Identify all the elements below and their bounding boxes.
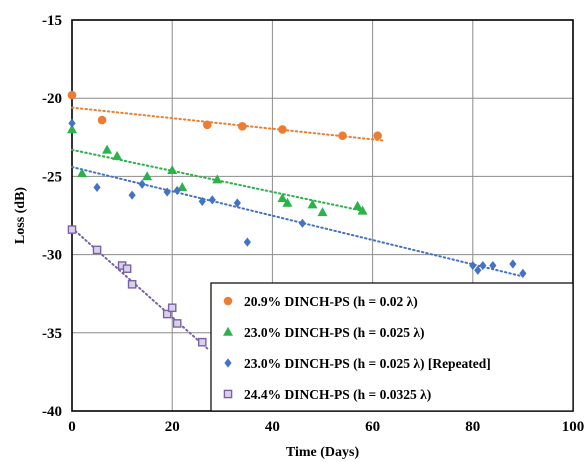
x-axis-label: Time (Days) bbox=[286, 445, 360, 460]
data-point-series-3 bbox=[93, 182, 101, 192]
data-point-series-1 bbox=[238, 122, 247, 131]
data-point-series-4 bbox=[122, 264, 132, 273]
data-point-series-3 bbox=[128, 190, 136, 200]
y-tick-label: -20 bbox=[42, 91, 62, 107]
legend-marker-series-3 bbox=[224, 358, 232, 368]
data-point-series-3 bbox=[198, 196, 206, 207]
data-points bbox=[67, 90, 527, 347]
data-point-series-3 bbox=[474, 265, 482, 275]
y-tick-label: -25 bbox=[42, 169, 62, 185]
x-tick-label: 80 bbox=[465, 419, 480, 435]
data-point-series-1 bbox=[278, 125, 287, 134]
data-point-series-2 bbox=[67, 124, 77, 134]
data-point-series-3 bbox=[68, 118, 76, 128]
data-point-series-2 bbox=[277, 193, 288, 203]
y-tick-label: -15 bbox=[42, 13, 62, 29]
data-point-series-3 bbox=[163, 187, 171, 197]
trendline-series-1 bbox=[71, 106, 384, 142]
legend-label-series-2: 23.0% DINCH-PS (h = 0.025 λ) bbox=[244, 325, 424, 340]
data-point-series-2 bbox=[102, 144, 113, 154]
data-point-series-1 bbox=[373, 131, 382, 141]
y-axis-label: Loss (dB) bbox=[13, 187, 28, 245]
legend-marker-series-4 bbox=[223, 389, 233, 399]
x-tick-label: 100 bbox=[562, 419, 585, 435]
trendline-series-3 bbox=[71, 166, 524, 278]
data-point-series-3 bbox=[489, 260, 497, 271]
data-point-series-4 bbox=[92, 245, 102, 255]
x-tick-label: 40 bbox=[265, 419, 280, 435]
data-point-series-2 bbox=[112, 150, 123, 160]
data-point-series-2 bbox=[77, 168, 88, 178]
legend-marker-series-1 bbox=[223, 296, 233, 306]
data-point-series-2 bbox=[282, 197, 293, 207]
x-tick-label: 20 bbox=[165, 419, 180, 435]
data-point-series-2 bbox=[352, 200, 363, 210]
data-point-series-3 bbox=[233, 198, 241, 208]
data-point-series-1 bbox=[338, 131, 347, 141]
data-point-series-3 bbox=[138, 179, 146, 189]
data-point-series-4 bbox=[197, 337, 207, 347]
data-point-series-3 bbox=[298, 218, 307, 228]
x-tick-label: 0 bbox=[68, 419, 76, 435]
data-point-series-3 bbox=[519, 268, 527, 278]
legend-box bbox=[210, 282, 574, 412]
legend-label-series-1: 20.9% DINCH-PS (h = 0.02 λ) bbox=[244, 294, 418, 309]
data-point-series-1 bbox=[97, 115, 107, 125]
data-point-series-2 bbox=[142, 171, 153, 181]
data-point-series-4 bbox=[172, 319, 182, 328]
data-point-series-4 bbox=[167, 303, 177, 313]
legend-label-series-4: 24.4% DINCH-PS (h = 0.0325 λ) bbox=[244, 387, 431, 402]
data-point-series-4 bbox=[67, 225, 77, 234]
x-tick-label: 60 bbox=[365, 419, 380, 435]
data-point-series-4 bbox=[127, 280, 137, 289]
data-point-series-2 bbox=[317, 207, 328, 217]
trendline-series-4 bbox=[71, 227, 209, 350]
data-point-series-2 bbox=[357, 205, 368, 215]
data-point-series-3 bbox=[173, 185, 181, 196]
legend: 20.9% DINCH-PS (h = 0.02 λ) 23.0% DINCH-P… bbox=[210, 282, 574, 412]
data-point-series-2 bbox=[177, 182, 188, 192]
data-point-series-2 bbox=[307, 199, 318, 209]
data-point-series-1 bbox=[202, 120, 212, 130]
tick-labels: 0 20 40 60 80 100 -15 -20 -25 -30 -35 -40 bbox=[42, 13, 584, 435]
data-point-series-3 bbox=[469, 260, 477, 271]
legend-label-series-3: 23.0% DINCH-PS (h = 0.025 λ) [Repeated] bbox=[244, 356, 491, 371]
data-point-series-3 bbox=[243, 237, 251, 247]
data-point-series-3 bbox=[509, 259, 517, 269]
legend-marker-series-2 bbox=[223, 326, 233, 336]
data-point-series-4 bbox=[162, 309, 172, 319]
data-point-series-2 bbox=[167, 164, 178, 174]
y-tick-label: -35 bbox=[42, 326, 62, 342]
data-point-series-3 bbox=[479, 260, 487, 271]
y-tick-label: -30 bbox=[42, 248, 62, 264]
data-point-series-2 bbox=[212, 174, 223, 184]
data-point-series-3 bbox=[208, 195, 216, 205]
data-point-series-1 bbox=[67, 90, 77, 100]
y-tick-label: -40 bbox=[42, 404, 62, 420]
